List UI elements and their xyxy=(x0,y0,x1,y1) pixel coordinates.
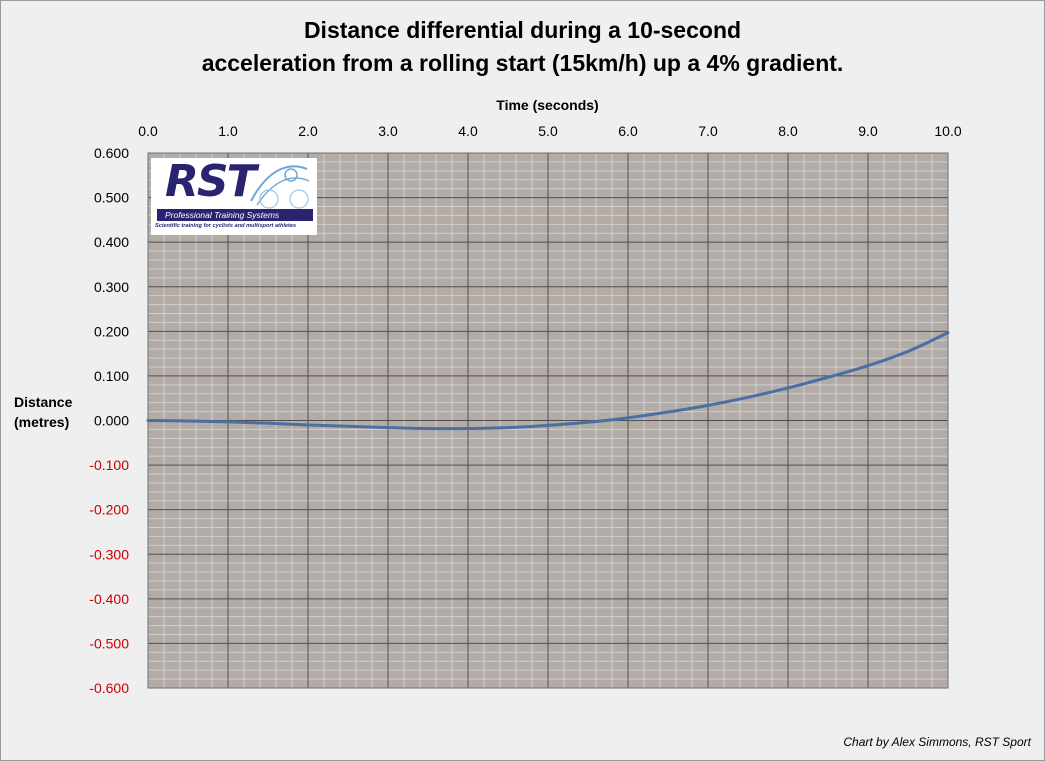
x-tick-label: 10.0 xyxy=(934,123,961,139)
y-tick-label: 0.400 xyxy=(94,234,129,250)
x-tick-label: 2.0 xyxy=(298,123,318,139)
x-tick-label: 5.0 xyxy=(538,123,558,139)
x-tick-label: 4.0 xyxy=(458,123,478,139)
rst-logo: RST Professional Training Systems Scient… xyxy=(151,158,317,235)
x-tick-label: 1.0 xyxy=(218,123,238,139)
y-tick-label: -0.600 xyxy=(89,680,129,696)
logo-wordmark: RST xyxy=(165,156,257,207)
x-tick-label: 3.0 xyxy=(378,123,398,139)
chart-credit: Chart by Alex Simmons, RST Sport xyxy=(843,735,1031,749)
y-tick-label: 0.500 xyxy=(94,190,129,206)
x-tick-label: 9.0 xyxy=(858,123,878,139)
chart-title-line-2: acceleration from a rolling start (15km/… xyxy=(201,50,844,76)
series-line xyxy=(146,331,950,431)
y-tick-label: -0.300 xyxy=(89,546,129,562)
y-axis-label-line-2: (metres) xyxy=(14,414,70,430)
chart-title-line-1: Distance differential during a 10-second xyxy=(303,17,742,43)
x-tick-label: 0.0 xyxy=(138,123,158,139)
x-tick-label: 7.0 xyxy=(698,123,718,139)
y-axis-label: Distance (metres) xyxy=(14,392,72,432)
y-axis-label-line-1: Distance xyxy=(14,394,73,410)
x-tick-label: 8.0 xyxy=(778,123,798,139)
x-axis-label: Time (seconds) xyxy=(496,97,599,113)
cyclist-icon xyxy=(250,165,310,209)
y-tick-label: -0.200 xyxy=(89,502,129,518)
x-tick-label: 6.0 xyxy=(618,123,638,139)
chart-title: Distance differential during a 10-second… xyxy=(0,14,1045,80)
y-tick-label: -0.400 xyxy=(89,591,129,607)
logo-tagline: Scientific training for cyclists and mul… xyxy=(155,223,297,229)
y-tick-label: 0.300 xyxy=(94,279,129,295)
y-tick-label: 0.600 xyxy=(94,145,129,161)
y-tick-label: 0.100 xyxy=(94,368,129,384)
y-tick-label: -0.500 xyxy=(89,635,129,651)
y-tick-label: -0.100 xyxy=(89,457,129,473)
y-tick-label: 0.200 xyxy=(94,323,129,339)
logo-band: Professional Training Systems xyxy=(157,209,313,221)
y-tick-label: 0.000 xyxy=(94,413,129,429)
